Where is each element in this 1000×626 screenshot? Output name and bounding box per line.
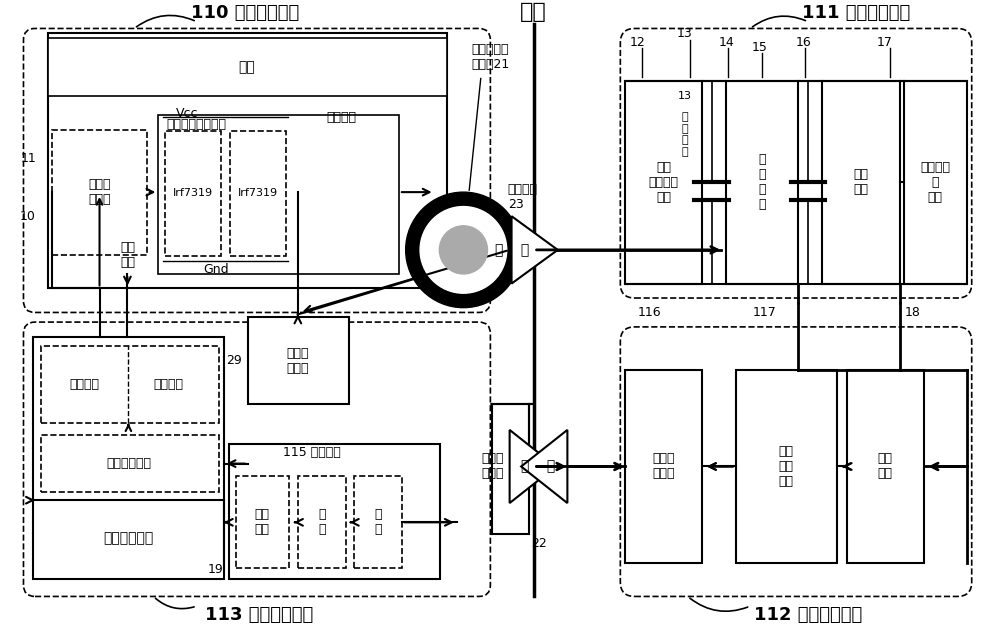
Text: 稳压
芯片: 稳压 芯片 (854, 168, 869, 197)
Text: 第一微处理器: 第一微处理器 (103, 531, 154, 546)
Polygon shape (512, 216, 558, 284)
Text: 体外能量发
射线在21: 体外能量发 射线在21 (471, 43, 509, 71)
Text: 22: 22 (531, 537, 546, 550)
Bar (41, 346, 219, 423)
Text: Irf7319: Irf7319 (238, 188, 278, 198)
Text: 15: 15 (752, 41, 768, 54)
Text: 112 体内控制部分: 112 体内控制部分 (754, 606, 862, 624)
Text: 体内通
信线圈: 体内通 信线圈 (652, 453, 675, 481)
Text: 功率闭环控制: 功率闭环控制 (106, 457, 151, 470)
Text: 10: 10 (20, 210, 36, 223)
Text: Irf7319: Irf7319 (173, 188, 213, 198)
Text: 16: 16 (795, 36, 811, 49)
Text: 体外能量发射电路: 体外能量发射电路 (167, 118, 227, 131)
Bar (229, 444, 440, 579)
Text: 115 通信电路: 115 通信电路 (283, 446, 341, 459)
Text: 13: 13 (678, 91, 692, 101)
Text: 皮肤: 皮肤 (520, 2, 547, 22)
Bar (158, 115, 399, 274)
Text: 13: 13 (677, 27, 693, 40)
Circle shape (420, 207, 507, 293)
Text: Vcc: Vcc (176, 106, 198, 120)
Text: 反馈
电路: 反馈 电路 (878, 453, 893, 481)
Bar (165, 130, 221, 255)
Bar (248, 317, 349, 404)
Text: 采样处
理电路: 采样处 理电路 (287, 347, 309, 374)
FancyBboxPatch shape (23, 322, 490, 597)
Text: 整
流
电
路: 整 流 电 路 (758, 153, 766, 212)
Text: 12: 12 (630, 36, 646, 49)
Bar (822, 81, 900, 284)
Text: 驱动
信号: 驱动 信号 (120, 241, 135, 269)
Text: 显示: 显示 (238, 60, 255, 74)
Text: 19: 19 (208, 563, 224, 576)
Text: 充    电: 充 电 (495, 243, 530, 257)
Circle shape (406, 192, 521, 307)
Bar (904, 81, 967, 284)
Text: 采样线圈
23: 采样线圈 23 (508, 183, 538, 211)
Text: 体内
能量接收
线圈: 体内 能量接收 线圈 (649, 161, 679, 204)
FancyBboxPatch shape (620, 327, 972, 597)
Text: 17: 17 (877, 36, 893, 49)
Text: 29: 29 (226, 354, 242, 367)
Bar (847, 370, 924, 563)
Text: 18: 18 (904, 306, 920, 319)
Text: 111 体内功率部分: 111 体内功率部分 (802, 4, 910, 22)
FancyBboxPatch shape (23, 28, 490, 312)
Text: 116: 116 (638, 306, 661, 319)
Polygon shape (521, 430, 567, 503)
Text: 发射能量: 发射能量 (69, 378, 99, 391)
Bar (52, 130, 147, 255)
Text: 滤
波: 滤 波 (374, 508, 381, 536)
Bar (736, 370, 837, 563)
Bar (298, 476, 346, 568)
Bar (48, 38, 447, 96)
Bar (625, 370, 702, 563)
Text: 通    信: 通 信 (521, 459, 556, 473)
Text: 第二
微处
理器: 第二 微处 理器 (778, 445, 793, 488)
Circle shape (439, 226, 487, 274)
Bar (230, 130, 286, 255)
Text: 驱动放
大电路: 驱动放 大电路 (88, 178, 111, 206)
Bar (625, 81, 702, 284)
Text: 14: 14 (718, 36, 734, 49)
Bar (33, 337, 224, 579)
Text: Gnd: Gnd (203, 263, 229, 275)
Bar (726, 81, 798, 284)
Bar (457, 404, 529, 534)
Text: 113 体外控制部分: 113 体外控制部分 (205, 606, 313, 624)
Text: 体外通
信线圈: 体外通 信线圈 (481, 453, 504, 481)
Text: 整
形: 整 形 (318, 508, 326, 536)
Bar (354, 476, 402, 568)
Text: 11: 11 (20, 152, 36, 165)
Bar (236, 476, 289, 568)
Text: 充电电路
和
电池: 充电电路 和 电池 (920, 161, 950, 204)
Text: 117: 117 (752, 306, 776, 319)
Text: 谐
振
电
容: 谐 振 电 容 (682, 112, 688, 156)
FancyBboxPatch shape (620, 28, 972, 298)
Text: 110 体外功率部分: 110 体外功率部分 (191, 4, 299, 22)
Text: 功率电路: 功率电路 (327, 111, 357, 123)
Bar (48, 33, 447, 289)
Polygon shape (510, 430, 556, 503)
Bar (41, 434, 219, 493)
Text: 调整控制: 调整控制 (153, 378, 183, 391)
Text: 脉宽
拓展: 脉宽 拓展 (255, 508, 270, 536)
